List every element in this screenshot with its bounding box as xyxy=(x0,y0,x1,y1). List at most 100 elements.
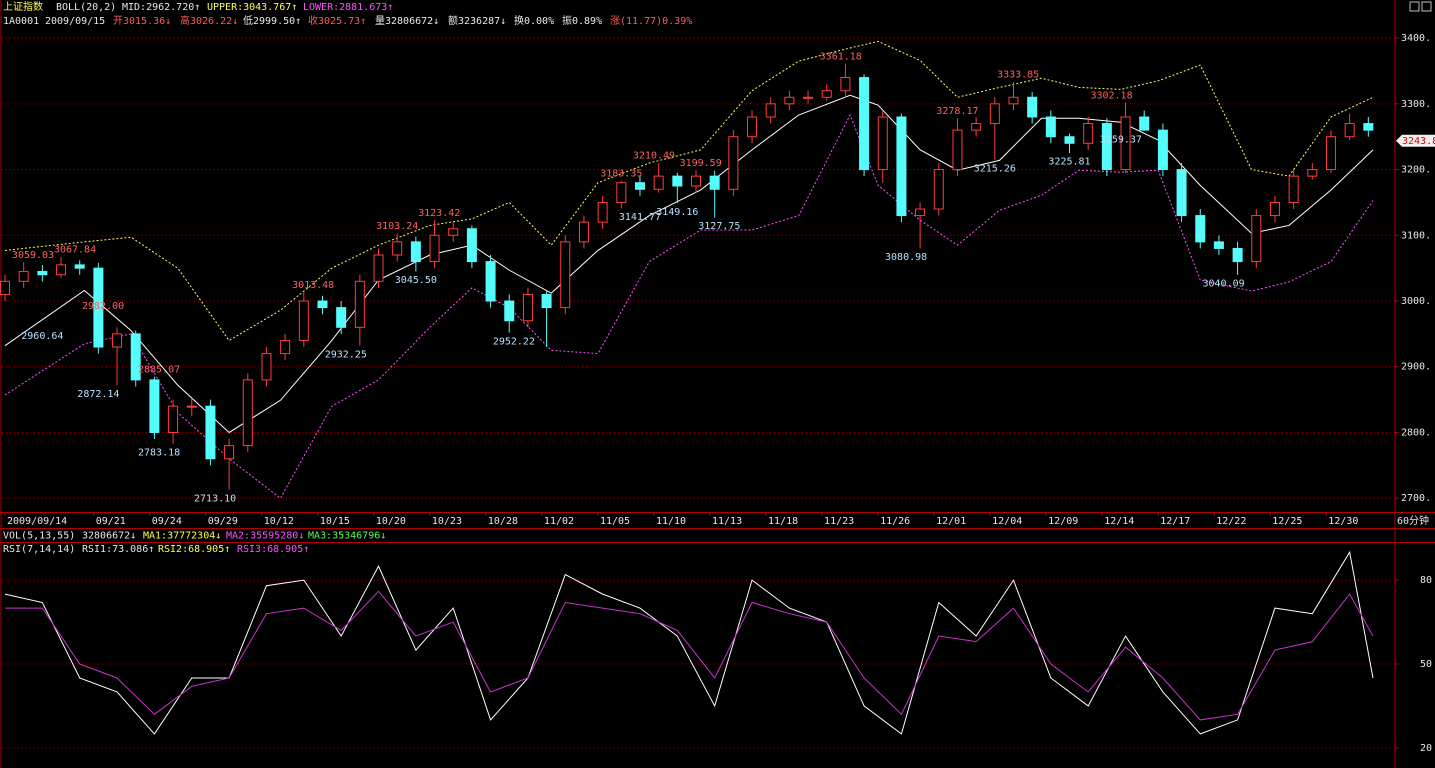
candle-body xyxy=(821,90,832,98)
candle-body xyxy=(0,280,10,295)
low-label: 3141.77 xyxy=(619,212,661,223)
y-tick-label: 50 xyxy=(1420,659,1432,670)
candle-body xyxy=(1363,123,1374,131)
window-icon[interactable] xyxy=(1421,1,1432,12)
high-label: 3302.18 xyxy=(1090,90,1132,101)
low-label: 2952.22 xyxy=(493,336,535,347)
candle-body xyxy=(1288,175,1299,203)
amount-value: 额3236287↓ xyxy=(448,14,506,27)
last-price-label: 3243.8 xyxy=(1402,136,1435,147)
x-tick-label: 09/21 xyxy=(96,516,126,527)
high-label: 3013.48 xyxy=(292,280,334,291)
candle-body xyxy=(1101,123,1112,171)
low-label: 2932.25 xyxy=(325,350,367,361)
high-label: 3123.42 xyxy=(418,208,460,219)
candle-body xyxy=(112,333,123,348)
low-label: 3080.98 xyxy=(885,252,927,263)
candle-body xyxy=(149,379,160,433)
rsi-line xyxy=(4,550,1374,735)
candle-body xyxy=(1307,169,1318,177)
rsi3-value: RSI3:68.905↑ xyxy=(237,544,309,555)
candle-body xyxy=(691,175,701,187)
candle-body xyxy=(859,77,870,171)
x-tick-label: 11/10 xyxy=(656,516,686,527)
y-tick-label: 3200. xyxy=(1401,165,1431,176)
candle-body xyxy=(877,116,888,171)
candle-body xyxy=(186,405,197,408)
high-value: 高3026.22↓ xyxy=(180,14,238,27)
low-label: 2872.14 xyxy=(77,389,119,400)
candle-body xyxy=(915,208,926,217)
amplitude-value: 振0.89% xyxy=(562,14,602,27)
candle-body xyxy=(672,175,683,187)
indicator: BOLL(20,2) xyxy=(56,2,116,13)
high-label: 3103.24 xyxy=(376,221,418,232)
x-tick-label: 12/04 xyxy=(992,516,1022,527)
candle-body xyxy=(224,445,235,460)
candle-body xyxy=(1213,241,1224,249)
candle-body xyxy=(485,261,496,302)
candle-body xyxy=(1195,215,1206,243)
window-icon[interactable] xyxy=(1409,1,1420,12)
candle-body xyxy=(242,379,253,447)
boll-line xyxy=(4,40,1374,342)
volume-value: 量32806672↓ xyxy=(375,15,439,27)
x-tick-label: 11/02 xyxy=(544,516,574,527)
x-tick-label: 10/12 xyxy=(264,516,294,527)
candle-body xyxy=(261,353,272,381)
high-label: 3333.85 xyxy=(997,70,1039,81)
low-value: 低2999.50↑ xyxy=(243,14,301,27)
rsi-indicator: RSI(7,14,14) xyxy=(3,544,75,555)
high-label: 3059.03 xyxy=(12,250,54,261)
candle-body xyxy=(765,103,776,118)
date: 2009/09/15 xyxy=(45,16,105,27)
high-label: 2885.07 xyxy=(138,365,180,376)
x-tick-label: 10/15 xyxy=(320,516,350,527)
candle-body xyxy=(504,300,515,322)
vol-ma3: MA3:35346796↓ xyxy=(308,531,386,542)
candle-body xyxy=(1027,96,1038,118)
rsi-line xyxy=(5,590,1374,721)
candle-body xyxy=(840,77,851,92)
high-label: 3210.49 xyxy=(633,151,675,162)
high-label: 3067.84 xyxy=(54,244,96,255)
vol-ma2: MA2:35595280↓ xyxy=(226,531,304,542)
candle-body xyxy=(560,241,571,309)
candle-body xyxy=(466,228,477,263)
candle-body xyxy=(336,307,347,328)
low-label: 3045.50 xyxy=(395,275,437,286)
mid-value: MID:2962.720↑ xyxy=(122,2,200,13)
x-tick-label: 12/30 xyxy=(1328,516,1358,527)
candle-body xyxy=(541,293,552,309)
x-tick-label: 2009/09/14 xyxy=(7,516,67,527)
candle-body xyxy=(784,96,795,105)
candle-body xyxy=(971,123,982,131)
candle-body xyxy=(1064,136,1075,144)
x-tick-label: 12/22 xyxy=(1216,516,1246,527)
high-label: 3199.59 xyxy=(680,158,722,169)
candle-body xyxy=(728,136,739,190)
upper-value: UPPER:3043.767↑ xyxy=(207,2,297,13)
low-label: 2713.10 xyxy=(194,494,236,505)
boll-line xyxy=(4,113,1374,499)
candle-body xyxy=(803,96,814,99)
x-tick-label: 12/14 xyxy=(1104,516,1134,527)
x-tick-label: 11/26 xyxy=(880,516,910,527)
change-value: 涨(11.77)0.39% xyxy=(610,15,692,27)
candle-body xyxy=(373,254,384,282)
candle-body xyxy=(168,405,179,433)
candle-body xyxy=(1232,247,1243,263)
candle-body xyxy=(709,175,720,190)
y-tick-label: 20 xyxy=(1420,743,1432,754)
rsi1-value: RSI1:73.086↑ xyxy=(82,544,154,555)
candle-body xyxy=(653,175,664,190)
candle-body xyxy=(392,241,403,256)
candle-body xyxy=(952,129,963,171)
x-tick-label: 12/09 xyxy=(1048,516,1078,527)
x-tick-label: 11/13 xyxy=(712,516,742,527)
code: 1A0001 xyxy=(3,16,39,27)
candle-body xyxy=(56,264,67,276)
candle-body xyxy=(18,270,29,282)
candle-body xyxy=(1083,123,1094,144)
